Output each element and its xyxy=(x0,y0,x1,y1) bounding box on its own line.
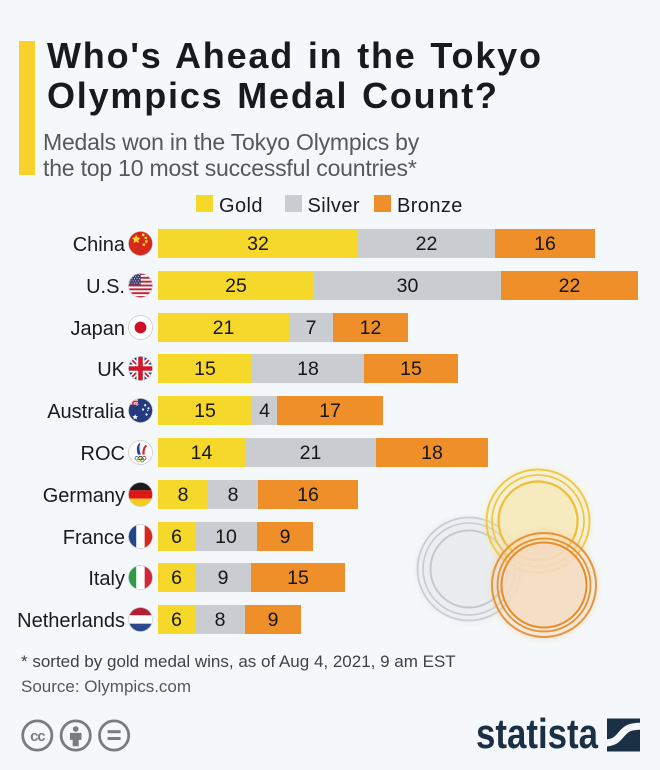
svg-text:cc: cc xyxy=(30,727,45,744)
svg-text:statista: statista xyxy=(476,713,599,755)
